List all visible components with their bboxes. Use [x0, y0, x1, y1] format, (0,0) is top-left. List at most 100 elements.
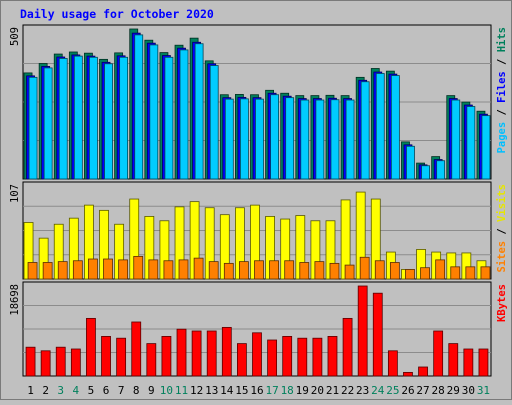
day-label-11: 11	[175, 384, 188, 397]
day-label-17: 17	[265, 384, 278, 397]
legend-: /	[496, 52, 508, 71]
bar-kbytes-day-31	[478, 348, 489, 377]
requests-scale-label: 509	[9, 27, 21, 46]
bar-sites-day-24	[374, 260, 385, 280]
bar-pages-day-24	[375, 73, 385, 180]
requests-series-label: Pages / Files / Hits	[496, 27, 508, 153]
bar-pages-day-6	[104, 63, 113, 180]
day-label-2: 2	[42, 384, 49, 397]
day-label-6: 6	[103, 384, 110, 397]
bar-kbytes-day-14	[221, 326, 232, 377]
bar-sites-day-11	[178, 259, 189, 280]
day-label-8: 8	[133, 384, 140, 397]
bar-kbytes-day-4	[70, 348, 81, 377]
legend-files: Files	[496, 71, 508, 103]
bar-kbytes-day-20	[312, 337, 323, 377]
bar-pages-day-22	[345, 99, 355, 180]
bar-pages-day-20	[315, 99, 325, 180]
visitors-scale-label: 107	[9, 184, 21, 203]
bar-kbytes-day-27	[418, 366, 428, 377]
legend-kbytes: KBytes	[496, 284, 508, 322]
bar-kbytes-day-18	[282, 335, 293, 377]
bar-kbytes-day-2	[40, 350, 51, 377]
bar-sites-day-13	[208, 261, 219, 280]
bar-pages-day-26	[406, 145, 415, 180]
bar-pages-day-30	[466, 106, 476, 180]
bar-pages-day-14	[224, 98, 234, 180]
bar-sites-day-10	[163, 260, 174, 280]
day-label-27: 27	[416, 384, 429, 397]
legend-pages: Pages	[496, 122, 508, 154]
bar-sites-day-26	[405, 269, 415, 280]
day-label-29: 29	[447, 384, 460, 397]
bar-sites-day-8	[133, 255, 144, 280]
day-label-7: 7	[118, 384, 125, 397]
day-label-10: 10	[160, 384, 173, 397]
day-label-19: 19	[296, 384, 309, 397]
bar-pages-day-11	[179, 49, 189, 180]
legend-sites: Sites	[496, 241, 508, 273]
bar-kbytes-day-19	[297, 337, 308, 377]
bar-pages-day-3	[58, 58, 68, 180]
kbytes-series-label: KBytes	[496, 284, 508, 322]
bar-kbytes-day-13	[206, 330, 217, 377]
bar-kbytes-day-9	[146, 343, 157, 377]
bar-sites-day-28	[435, 259, 446, 280]
bar-sites-day-25	[389, 262, 400, 280]
bar-pages-day-17	[270, 94, 280, 180]
day-label-22: 22	[341, 384, 354, 397]
bar-kbytes-day-26	[403, 371, 413, 377]
bar-pages-day-23	[360, 81, 370, 180]
legend-hits: Hits	[496, 27, 508, 52]
bar-sites-day-29	[450, 266, 461, 280]
bar-kbytes-day-6	[101, 335, 111, 377]
bar-kbytes-day-29	[448, 343, 459, 377]
bar-pages-day-18	[285, 97, 295, 180]
bar-pages-day-13	[209, 65, 219, 180]
bar-kbytes-day-15	[236, 343, 247, 377]
legend-visits: Visits	[496, 184, 508, 222]
kbytes-scale-label: 18698	[9, 284, 21, 316]
bar-sites-day-20	[314, 261, 325, 280]
bar-kbytes-day-5	[86, 317, 96, 377]
bar-pages-day-12	[194, 43, 204, 180]
bar-sites-day-14	[223, 262, 234, 280]
day-label-9: 9	[148, 384, 155, 397]
bar-sites-day-2	[42, 262, 53, 280]
day-label-31: 31	[477, 384, 490, 397]
bar-sites-day-9	[148, 259, 159, 280]
bar-kbytes-day-3	[55, 346, 66, 377]
bar-sites-day-19	[299, 262, 310, 280]
panel-requests: 509 Pages / Files / Hits	[9, 24, 508, 180]
bar-kbytes-day-16	[252, 332, 262, 377]
day-label-12: 12	[190, 384, 203, 397]
bar-kbytes-day-10	[161, 335, 172, 377]
day-label-13: 13	[205, 384, 218, 397]
bar-sites-day-21	[329, 262, 340, 280]
bar-pages-day-2	[43, 67, 53, 180]
bar-kbytes-day-30	[463, 348, 474, 377]
bar-kbytes-day-28	[433, 330, 444, 377]
bar-kbytes-day-24	[372, 292, 383, 377]
legend-: /	[496, 103, 508, 122]
chart-title: Daily usage for October 2020	[20, 7, 214, 21]
day-label-20: 20	[311, 384, 324, 397]
day-label-26: 26	[401, 384, 414, 397]
bar-pages-day-7	[119, 56, 129, 180]
visitors-series-label: Sites / Visits	[496, 184, 508, 273]
day-label-1: 1	[27, 384, 34, 397]
bar-sites-day-12	[193, 257, 204, 280]
bar-kbytes-day-23	[357, 285, 368, 377]
bar-pages-day-16	[255, 98, 264, 180]
bar-sites-day-1	[27, 262, 38, 280]
bar-sites-day-18	[284, 260, 295, 280]
panel-visitors: 107 Sites / Visits	[9, 181, 508, 280]
bar-sites-day-23	[359, 256, 370, 280]
bar-kbytes-day-21	[327, 335, 338, 377]
bar-sites-day-6	[103, 258, 113, 280]
bar-sites-day-15	[238, 261, 249, 280]
bar-pages-day-15	[239, 98, 249, 180]
bar-kbytes-day-17	[267, 339, 278, 377]
